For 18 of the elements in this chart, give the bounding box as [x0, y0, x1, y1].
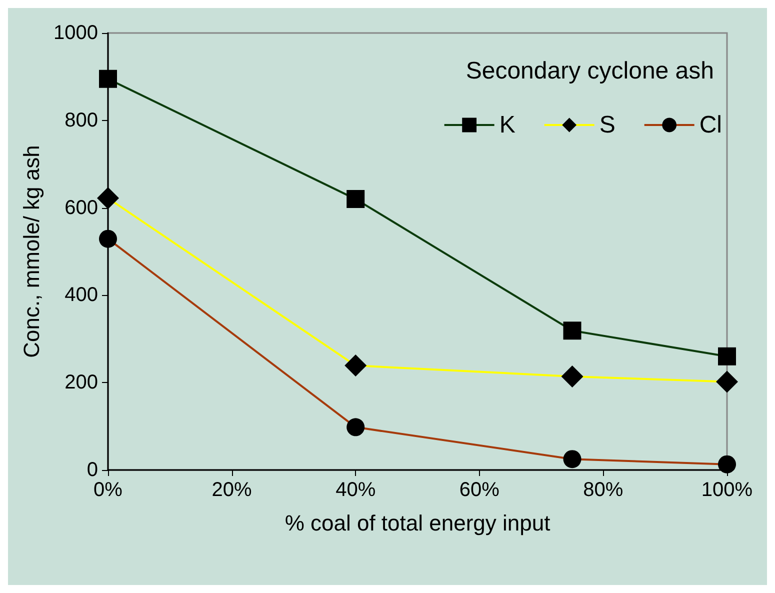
legend-title: Secondary cyclone ash — [466, 58, 714, 84]
x-axis-title: % coal of total energy input — [284, 510, 550, 536]
x-tick-label: 100% — [701, 479, 753, 501]
y-tick-label: 600 — [64, 196, 98, 219]
x-tick-label: 0% — [94, 479, 123, 501]
x-tick-label: 40% — [336, 479, 376, 501]
legend-label: S — [599, 112, 616, 138]
y-axis-title: Conc., mmole/ kg ash — [19, 145, 44, 358]
x-tick-label: 60% — [459, 479, 500, 501]
y-tick-label: 0 — [86, 459, 98, 481]
y-tick-label: 200 — [64, 372, 98, 394]
y-tick-label: 800 — [64, 109, 98, 132]
y-tick-label: 1000 — [54, 22, 98, 44]
x-tick-label: 80% — [583, 479, 624, 501]
y-tick-label: 400 — [64, 284, 98, 306]
x-tick-label: 20% — [212, 479, 252, 501]
legend-label: K — [499, 112, 516, 138]
legend-label: Cl — [699, 112, 722, 138]
